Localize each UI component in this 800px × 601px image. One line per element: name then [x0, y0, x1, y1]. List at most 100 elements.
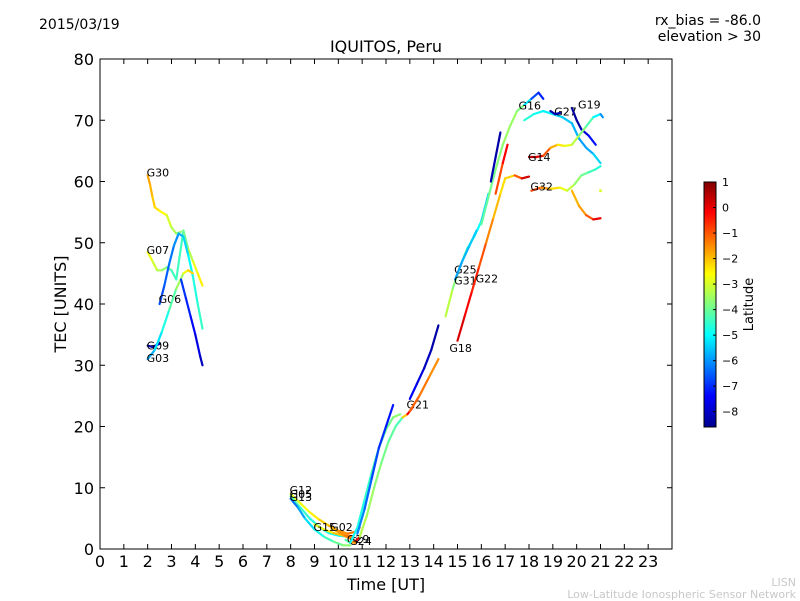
credit-long: Low-Latitude Ionospheric Sensor Network	[567, 588, 796, 601]
series-segment-g32	[530, 186, 543, 192]
series-segment-g07	[191, 260, 199, 275]
series-segment-g03	[146, 348, 156, 361]
series-segment-g30	[165, 214, 173, 229]
series-segment-g22	[520, 175, 531, 180]
chart-title: IQUITOS, Peru	[330, 37, 442, 56]
series-segment-g07	[151, 260, 159, 272]
x-tick-label: 11	[352, 552, 372, 571]
series-segment-g25	[444, 287, 454, 318]
series-segment-g16b	[494, 131, 502, 159]
colorbar-label: Latitude	[742, 278, 757, 332]
series-segment-g03	[153, 330, 164, 352]
series-segment-g21	[358, 514, 369, 538]
plot-frame	[99, 58, 673, 550]
series-segment-g15	[322, 528, 335, 535]
series-segment-g14	[592, 113, 602, 119]
x-tick-label: 2	[143, 552, 153, 571]
series-segment-g14	[535, 154, 545, 159]
series-segment-g16	[523, 97, 533, 107]
series-segment-g29	[353, 535, 361, 543]
series-segment-g19	[575, 119, 583, 131]
series-point-g32c	[599, 189, 602, 193]
x-tick-label: 6	[238, 552, 248, 571]
series-segment-g05	[327, 531, 340, 537]
series-segment-g30	[151, 195, 156, 209]
x-tick-label: 20	[566, 552, 586, 571]
series-segment-g06	[158, 284, 166, 306]
series-segment-g16	[530, 91, 540, 100]
series-segment-g16b	[489, 155, 497, 183]
y-tick-label: 80	[74, 50, 94, 69]
x-tick-label: 13	[400, 552, 420, 571]
series-segment-g33	[377, 425, 388, 450]
y-tick-label: 0	[84, 540, 94, 559]
y-axis-label: TEC [UNITS]	[51, 256, 70, 354]
series-segment-g32b	[570, 189, 581, 208]
series-segment-g27	[577, 137, 588, 149]
series-segment-g03	[175, 272, 185, 290]
series-segment-g27	[585, 146, 595, 156]
series-segment-g18	[408, 382, 419, 401]
series-segment-g32	[566, 183, 576, 192]
y-tick-label: 20	[74, 418, 94, 437]
series-segment-g22	[499, 177, 507, 195]
series-segment-g31	[461, 244, 471, 263]
series-segment-g22	[470, 266, 481, 293]
series-segment-g32	[573, 174, 583, 186]
satellite-label-g24: G24	[349, 535, 372, 548]
satellite-label-g02: G02	[330, 521, 353, 534]
series-segment-g27	[592, 152, 602, 165]
y-tick-label: 30	[74, 356, 94, 375]
series-segment-g21	[387, 425, 397, 443]
series-segment-g16x	[199, 354, 204, 367]
y-tick-label: 40	[74, 295, 94, 314]
series-segment-g16	[515, 103, 526, 113]
series-segment-g06	[182, 235, 190, 257]
colorbar-tick-label: −1	[722, 227, 738, 240]
series-segment-g16	[487, 168, 497, 198]
series-segment-g02	[330, 527, 340, 533]
satellite-label-g16: G16	[518, 100, 541, 113]
series-segment-g16	[494, 143, 504, 171]
series-segment-g12	[289, 492, 302, 505]
series-segment-g30	[170, 226, 178, 235]
series-segment-g22	[463, 290, 473, 318]
x-tick-label: 14	[423, 552, 443, 571]
x-tick-label: 3	[166, 552, 176, 571]
series-segment-g05	[299, 506, 311, 520]
series-segment-g21	[365, 486, 376, 517]
series-segment-g18b	[418, 376, 430, 397]
series-segment-g33	[363, 477, 373, 511]
series-segment-g19	[570, 106, 578, 122]
series-segment-g14	[563, 143, 574, 148]
series-segment-g30	[158, 209, 168, 217]
series-segment-g26	[392, 413, 402, 419]
satellite-label-g12: G12	[290, 484, 313, 497]
series-segment-g32	[587, 168, 597, 174]
satellite-label-g03: G03	[147, 352, 170, 365]
series-segment-g16	[480, 195, 490, 226]
series-segment-g06	[196, 302, 204, 330]
x-tick-label: 23	[638, 552, 658, 571]
series-segment-g33	[384, 403, 395, 428]
series-segment-g13	[322, 535, 335, 543]
series-segment-g18b	[408, 394, 421, 413]
series-segment-g21	[394, 416, 404, 428]
series-segment-g16x	[194, 333, 202, 358]
colorbar	[703, 181, 717, 428]
series-segment-g14	[599, 113, 604, 119]
series-segment-g33	[370, 446, 380, 480]
series-segment-g02	[344, 534, 354, 538]
series-segment-g26	[384, 416, 395, 431]
colorbar-tick-label: −3	[722, 278, 738, 291]
satellite-label-g30: G30	[147, 166, 170, 179]
series-segment-g18b	[427, 358, 440, 379]
x-tick-label: 22	[614, 552, 634, 571]
satellite-label-g18: G18	[449, 342, 472, 355]
colorbar-tick-label: −2	[722, 253, 738, 266]
series-segment-g32	[558, 186, 569, 192]
series-segment-g26	[363, 471, 373, 502]
series-segment-g14	[549, 143, 559, 149]
series-segment-g22	[492, 192, 502, 220]
